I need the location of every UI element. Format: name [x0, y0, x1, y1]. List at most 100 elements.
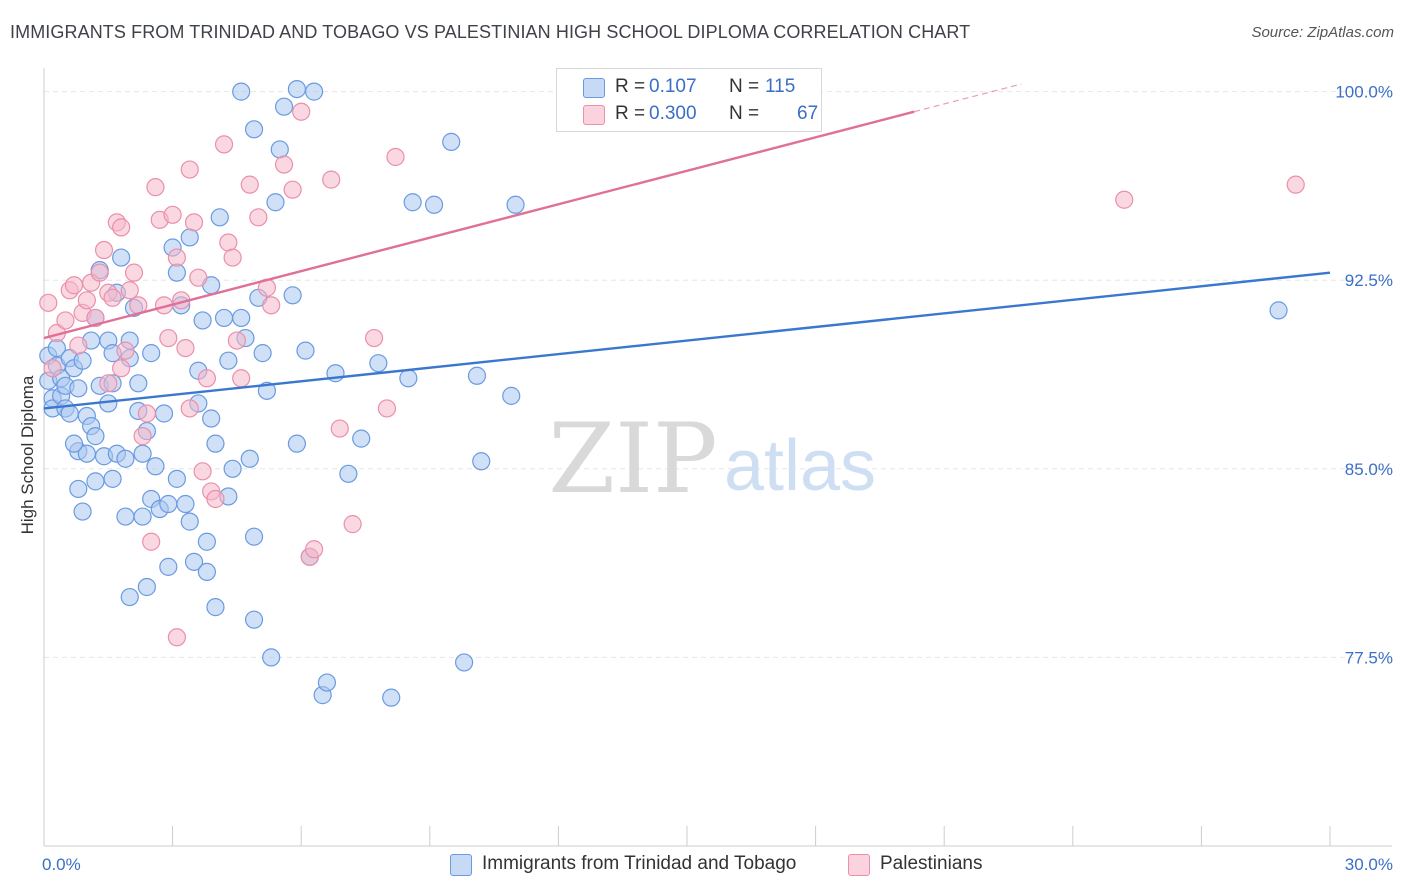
point-trinidad [262, 648, 281, 667]
point-palestinian [193, 462, 212, 481]
y-tick-label: 77.5% [1345, 648, 1393, 667]
point-palestinian [214, 135, 234, 154]
point-trinidad [206, 434, 225, 453]
point-trinidad [154, 404, 174, 423]
blue-swatch [450, 854, 472, 876]
point-palestinian [304, 540, 324, 559]
n-value: 115 [765, 76, 796, 97]
point-palestinian [262, 296, 281, 315]
point-trinidad [1269, 301, 1288, 320]
point-palestinian [223, 248, 242, 267]
point-trinidad [86, 472, 105, 491]
point-trinidad [304, 82, 324, 101]
point-trinidad [454, 653, 474, 672]
point-trinidad [197, 532, 216, 551]
point-palestinian [163, 205, 182, 224]
stats-legend: R = 0.107 N = 115 R = 0.300 N = 67 [556, 68, 822, 132]
point-palestinian [90, 263, 109, 282]
point-palestinian [232, 369, 251, 388]
n-value: 67 [797, 103, 819, 124]
point-trinidad [133, 507, 152, 526]
point-trinidad [274, 97, 294, 116]
trend-line-extension [914, 83, 1022, 113]
point-trinidad [287, 434, 307, 453]
y-tick-label: 92.5% [1345, 271, 1393, 290]
point-palestinian [137, 404, 156, 423]
point-trinidad [86, 427, 105, 446]
r-value: 0.300 [649, 103, 697, 124]
point-palestinian [86, 308, 105, 328]
point-trinidad [146, 457, 165, 476]
point-trinidad [116, 507, 135, 526]
r-value: 0.107 [649, 76, 697, 97]
point-trinidad [244, 527, 264, 546]
point-trinidad [167, 263, 186, 282]
point-palestinian [146, 178, 165, 197]
legend-label: Immigrants from Trinidad and Tobago [482, 853, 797, 874]
point-trinidad [244, 120, 264, 139]
x-tick-label: 30.0% [1345, 855, 1393, 874]
point-palestinian [249, 208, 268, 227]
pink-swatch [583, 105, 605, 125]
trend-line [43, 110, 915, 340]
point-trinidad [296, 341, 315, 360]
point-palestinian [292, 102, 311, 121]
point-trinidad [253, 344, 272, 363]
point-trinidad [352, 429, 371, 448]
point-palestinian [56, 311, 75, 330]
point-trinidad [257, 381, 277, 400]
n-label: N = [729, 76, 760, 97]
point-palestinian [184, 213, 204, 232]
point-trinidad [69, 479, 88, 499]
point-palestinian [176, 338, 195, 358]
point-trinidad [403, 193, 422, 212]
blue-swatch [583, 78, 605, 98]
point-trinidad [232, 308, 251, 328]
point-palestinian [103, 288, 122, 307]
point-palestinian [377, 399, 397, 418]
point-trinidad [382, 688, 401, 707]
point-trinidad [159, 494, 178, 514]
r-label: R = [615, 103, 646, 124]
point-palestinian [112, 359, 131, 378]
point-trinidad [214, 308, 234, 328]
chart-title: IMMIGRANTS FROM TRINIDAD AND TOBAGO VS P… [10, 22, 971, 42]
point-trinidad [142, 344, 161, 363]
legend-label: Palestinians [880, 853, 983, 874]
point-palestinian [189, 268, 208, 287]
point-trinidad [193, 311, 212, 330]
point-palestinian [112, 218, 131, 237]
point-palestinian [120, 281, 139, 300]
point-palestinian [240, 175, 259, 194]
trend-line [43, 271, 1331, 410]
point-palestinian [159, 328, 178, 348]
watermark-atlas: atlas [724, 426, 876, 506]
point-trinidad [64, 434, 84, 453]
x-tick-label: 0.0% [42, 855, 81, 874]
point-trinidad [506, 195, 525, 214]
point-trinidad [502, 386, 521, 405]
point-palestinian [219, 233, 238, 252]
point-palestinian [1115, 190, 1134, 209]
point-palestinian [180, 399, 199, 418]
point-palestinian [283, 180, 302, 199]
pink-swatch [848, 854, 870, 876]
point-palestinian [142, 532, 161, 551]
watermark-zip: ZIP [548, 403, 717, 515]
point-trinidad [180, 512, 199, 531]
point-trinidad [69, 379, 88, 398]
point-palestinian [206, 489, 225, 509]
point-trinidad [287, 79, 307, 99]
point-palestinian [99, 374, 118, 393]
point-trinidad [219, 351, 238, 370]
point-trinidad [283, 286, 302, 305]
point-trinidad [369, 354, 388, 373]
point-trinidad [133, 444, 152, 463]
point-palestinian [197, 369, 216, 388]
point-trinidad [244, 610, 264, 629]
y-axis-label: High School Diploma [18, 375, 37, 535]
point-trinidad [210, 208, 229, 227]
point-palestinian [386, 147, 405, 167]
y-tick-label: 85.0% [1345, 460, 1393, 479]
